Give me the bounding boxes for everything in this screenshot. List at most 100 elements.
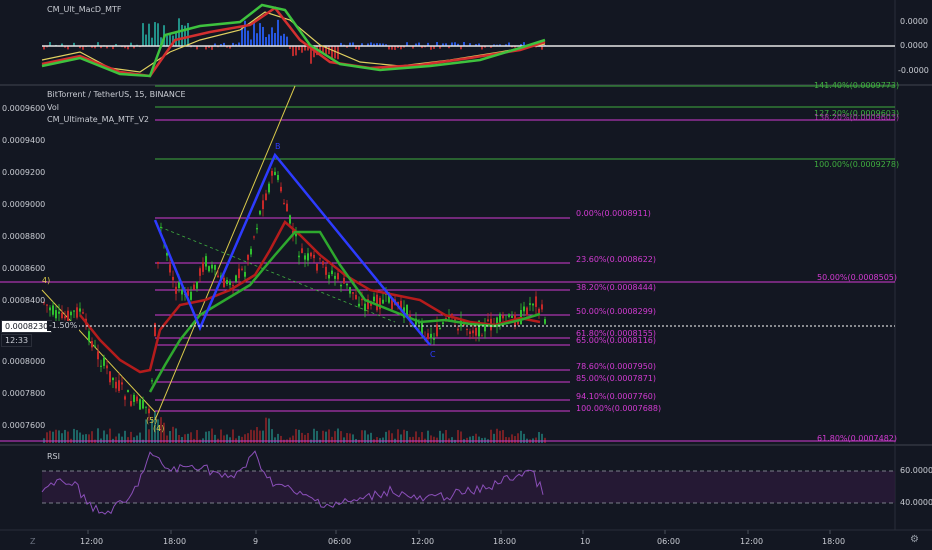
- macd-histogram-bar: [304, 46, 306, 51]
- candle-body: [487, 319, 489, 322]
- macd-histogram-bar: [142, 23, 144, 46]
- candle-body: [190, 291, 192, 300]
- candle-body: [43, 302, 45, 304]
- candle-body: [61, 312, 63, 319]
- macd-histogram-bar: [523, 42, 525, 46]
- time-axis-label: 18:00: [493, 537, 517, 546]
- macd-histogram-bar: [508, 42, 510, 46]
- candle-body: [46, 304, 48, 306]
- macd-histogram-bar: [388, 46, 390, 50]
- macd-histogram-bar: [328, 46, 330, 55]
- macd-pane-title[interactable]: CM_Ult_MacD_MTF: [47, 5, 122, 14]
- candle-body: [250, 248, 252, 255]
- candle-body: [274, 171, 276, 176]
- volume-bar: [76, 430, 78, 443]
- price-change-tag: -1.50%: [47, 321, 80, 331]
- volume-bars: [43, 411, 546, 443]
- time-axis[interactable]: [87, 530, 831, 534]
- time-axis-label: 12:00: [80, 537, 104, 546]
- candle-body: [100, 365, 102, 367]
- candle-body: [142, 399, 144, 409]
- ma-study-title[interactable]: CM_Ultimate_MA_MTF_V2: [47, 115, 150, 124]
- volume-bar: [151, 418, 153, 443]
- candle-body: [535, 296, 537, 307]
- price-axis-label: 0.0009600: [2, 104, 46, 113]
- volume-bar: [292, 435, 294, 443]
- candle-body: [538, 308, 540, 313]
- candle-body: [331, 270, 333, 275]
- macd-histogram-bar: [391, 46, 393, 50]
- time-axis-label: 12:00: [740, 537, 764, 546]
- volume-bar: [442, 433, 444, 443]
- macd-histogram-bar: [253, 21, 255, 46]
- candle-body: [475, 328, 477, 336]
- macd-histogram-bar: [481, 46, 483, 50]
- settings-gear-icon[interactable]: ⚙: [910, 534, 919, 545]
- fibonacci-lines[interactable]: [0, 85, 895, 442]
- macd-histogram-bar: [349, 42, 351, 46]
- candle-body: [247, 254, 249, 260]
- candle-body: [265, 193, 267, 201]
- candle-body: [277, 175, 279, 180]
- volume-bar: [460, 431, 462, 443]
- macd-histogram-bar: [307, 46, 309, 51]
- candle-body: [124, 396, 126, 400]
- volume-bar: [220, 429, 222, 443]
- candle-body: [52, 305, 54, 315]
- volume-study-title[interactable]: Vol: [47, 103, 59, 112]
- macd-histogram-bar: [271, 27, 273, 46]
- macd-histogram-bar: [334, 46, 336, 59]
- volume-bar: [535, 437, 537, 443]
- volume-bar: [223, 435, 225, 443]
- macd-histogram-bar: [241, 26, 243, 46]
- volume-bar: [391, 433, 393, 443]
- price-axis-label: 0.0008600: [2, 264, 46, 273]
- macd-histogram-bar: [442, 43, 444, 46]
- candle-body: [76, 307, 78, 318]
- candle-body: [253, 236, 255, 238]
- macd-histogram-bar: [259, 23, 261, 46]
- volume-bar: [541, 433, 543, 443]
- volume-bar: [280, 435, 282, 443]
- candle-body: [289, 215, 291, 224]
- macd-histogram-bar: [469, 43, 471, 46]
- pane-separator-top[interactable]: [0, 84, 932, 86]
- candle-body: [523, 306, 525, 312]
- wave-line-down[interactable]: [41, 289, 156, 413]
- time-axis-label: 9: [253, 537, 259, 546]
- wave-line-up[interactable]: [154, 85, 296, 421]
- rsi-axis-label: 60.0000: [900, 466, 932, 475]
- time-axis-label: 18:00: [163, 537, 187, 546]
- pane-separator-bottom[interactable]: [0, 444, 932, 446]
- candle-body: [388, 292, 390, 303]
- volume-bar: [178, 434, 180, 443]
- macd-histogram-bar: [226, 46, 228, 48]
- macd-histogram-bar: [382, 43, 384, 46]
- candle-body: [199, 268, 201, 276]
- candle-body: [544, 319, 546, 324]
- volume-bar: [418, 437, 420, 443]
- volume-bar: [256, 427, 258, 443]
- candle-body: [229, 281, 231, 285]
- volume-bar: [184, 434, 186, 443]
- rsi-line: [41, 450, 544, 515]
- current-price-tag[interactable]: 0.0008230: [1, 320, 53, 333]
- candle-body: [343, 277, 345, 284]
- rsi-pane-title[interactable]: RSI: [47, 452, 60, 461]
- symbol-title[interactable]: BitTorrent / TetherUS, 15, BINANCE: [47, 90, 186, 99]
- macd-histogram-bar: [460, 46, 462, 50]
- abc-pattern[interactable]: [153, 152, 431, 346]
- macd-histogram-bar: [82, 46, 84, 50]
- candle-body: [112, 377, 114, 381]
- candle-body: [148, 408, 150, 414]
- volume-bar: [370, 432, 372, 443]
- macd-histogram-bar: [418, 42, 420, 46]
- volume-bar: [484, 437, 486, 443]
- macd-histogram-bar: [352, 42, 354, 46]
- dashed-trend-line[interactable]: [159, 226, 396, 323]
- timezone-button[interactable]: Z: [30, 537, 36, 546]
- macd-histogram-bar: [238, 42, 240, 46]
- volume-bar: [103, 430, 105, 443]
